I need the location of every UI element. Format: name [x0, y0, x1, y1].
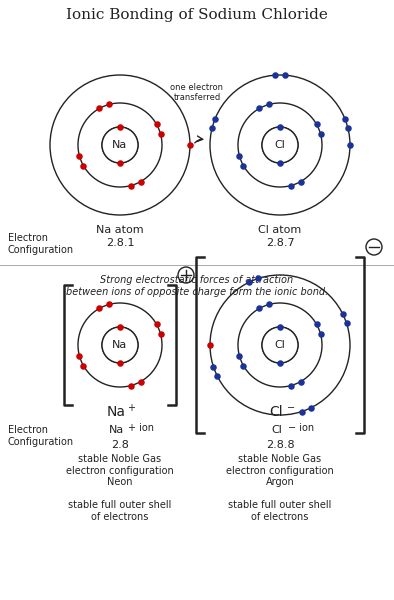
Circle shape [262, 127, 298, 163]
Point [344, 318, 350, 328]
Point [117, 122, 123, 132]
Text: −: − [287, 403, 295, 413]
Point [128, 181, 135, 191]
Circle shape [102, 327, 138, 363]
Text: + ion: + ion [128, 423, 154, 433]
Point [288, 381, 295, 391]
Point [342, 114, 348, 124]
Text: one electron
transferred: one electron transferred [171, 83, 223, 102]
Point [187, 140, 193, 150]
Point [96, 304, 102, 313]
Text: stable full outer shell
of electrons: stable full outer shell of electrons [68, 500, 172, 521]
Text: Na: Na [112, 140, 128, 150]
Point [345, 124, 351, 133]
Text: stable Noble Gas
electron configuration
Argon: stable Noble Gas electron configuration … [226, 454, 334, 487]
Text: Na: Na [112, 340, 128, 350]
Point [138, 177, 144, 187]
Point [154, 119, 160, 129]
Point [117, 358, 123, 368]
Circle shape [262, 327, 298, 363]
Point [236, 352, 242, 361]
Point [277, 122, 283, 132]
Point [76, 352, 82, 361]
Point [240, 361, 246, 370]
Point [256, 304, 262, 313]
Point [207, 340, 213, 350]
Point [117, 158, 123, 168]
Point [214, 371, 220, 381]
Point [117, 322, 123, 332]
Point [245, 277, 252, 287]
Point [96, 103, 102, 113]
Text: Strong electrostatic forces of attraction
between ions of opposite charge form t: Strong electrostatic forces of attractio… [66, 275, 328, 296]
Point [314, 119, 320, 129]
Text: − ion: − ion [288, 423, 314, 433]
Point [314, 320, 320, 329]
Point [154, 320, 160, 329]
Circle shape [102, 127, 138, 163]
Point [277, 358, 283, 368]
Point [318, 329, 324, 338]
Point [266, 100, 272, 109]
Point [256, 103, 262, 113]
Point [212, 114, 218, 124]
Point [128, 381, 135, 391]
Text: Cl: Cl [271, 425, 282, 435]
Text: Cl atom: Cl atom [258, 225, 302, 235]
Point [105, 100, 112, 109]
Text: Na: Na [106, 405, 126, 419]
Text: Cl: Cl [269, 405, 283, 419]
Text: 2.8: 2.8 [111, 440, 129, 450]
Text: 2.8.7: 2.8.7 [266, 238, 294, 248]
Point [347, 140, 353, 150]
Text: 2.8.8: 2.8.8 [266, 440, 294, 450]
Point [282, 70, 288, 80]
Point [340, 309, 346, 319]
Point [277, 322, 283, 332]
Text: 2.8.1: 2.8.1 [106, 238, 134, 248]
Point [236, 152, 242, 161]
Point [255, 274, 261, 283]
Text: Cl: Cl [275, 140, 285, 150]
Text: +: + [127, 403, 135, 413]
Text: Electron
Configuration: Electron Configuration [8, 425, 74, 446]
Point [288, 181, 295, 191]
Point [318, 129, 324, 139]
Point [158, 329, 164, 338]
Text: Cl: Cl [275, 340, 285, 350]
Point [158, 129, 164, 139]
Point [210, 362, 217, 372]
Point [266, 299, 272, 309]
Point [240, 161, 246, 170]
Point [209, 124, 215, 133]
Text: stable Noble Gas
electron configuration
Neon: stable Noble Gas electron configuration … [66, 454, 174, 487]
Point [299, 407, 305, 416]
Text: Na atom: Na atom [96, 225, 144, 235]
Text: Electron
Configuration: Electron Configuration [8, 233, 74, 254]
Point [297, 377, 304, 386]
Point [297, 177, 304, 187]
Text: Ionic Bonding of Sodium Chloride: Ionic Bonding of Sodium Chloride [66, 8, 328, 22]
Point [80, 361, 86, 370]
Text: stable full outer shell
of electrons: stable full outer shell of electrons [228, 500, 332, 521]
Point [272, 70, 278, 80]
Point [76, 152, 82, 161]
Point [308, 403, 314, 413]
Point [80, 161, 86, 170]
Point [138, 377, 144, 386]
Point [277, 158, 283, 168]
Text: Na: Na [110, 425, 125, 435]
Point [105, 299, 112, 309]
